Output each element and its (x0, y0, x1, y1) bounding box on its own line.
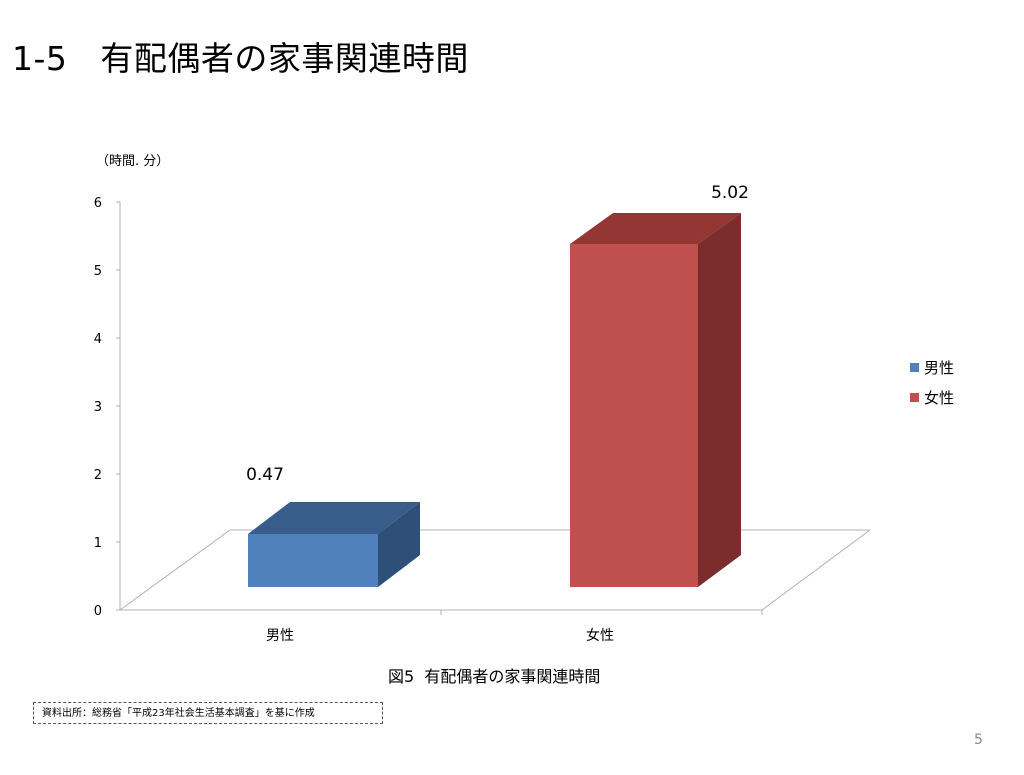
chart-floor (119, 529, 871, 611)
y-tick-3: 3 (94, 400, 102, 415)
slide-title: 1-5 有配偶者の家事関連時間 (12, 39, 469, 78)
chart-legend: 男性 女性 (910, 352, 954, 412)
x-category-male: 男性 (266, 628, 294, 644)
y-tick-6: 6 (94, 196, 102, 211)
legend-item-female: 女性 (910, 382, 954, 412)
y-axis-unit-label: （時間. 分） (96, 154, 170, 169)
legend-swatch-red-icon (910, 392, 919, 402)
y-tick-2: 2 (94, 468, 102, 483)
bar-male (248, 502, 420, 587)
legend-label-male: 男性 (924, 358, 955, 377)
y-axis (116, 201, 763, 615)
legend-item-male: 男性 (910, 352, 954, 382)
legend-swatch-blue-icon (910, 362, 919, 372)
y-tick-4: 4 (94, 332, 102, 347)
y-tick-0: 0 (94, 604, 102, 619)
bar-female (570, 213, 741, 587)
y-axis-tick-labels: 0 1 2 3 4 5 6 (94, 196, 102, 619)
data-label-male: 0.47 (246, 465, 284, 485)
data-label-female: 5.02 (711, 183, 749, 203)
legend-label-female: 女性 (924, 388, 955, 407)
x-category-female: 女性 (586, 627, 614, 644)
y-tick-5: 5 (94, 264, 102, 279)
page-number: 5 (974, 732, 983, 748)
figure-caption: 図5 有配偶者の家事関連時間 (388, 667, 601, 686)
y-tick-1: 1 (94, 536, 102, 551)
source-note: 資料出所：総務省「平成23年社会生活基本調査」を基に作成 (33, 702, 383, 724)
